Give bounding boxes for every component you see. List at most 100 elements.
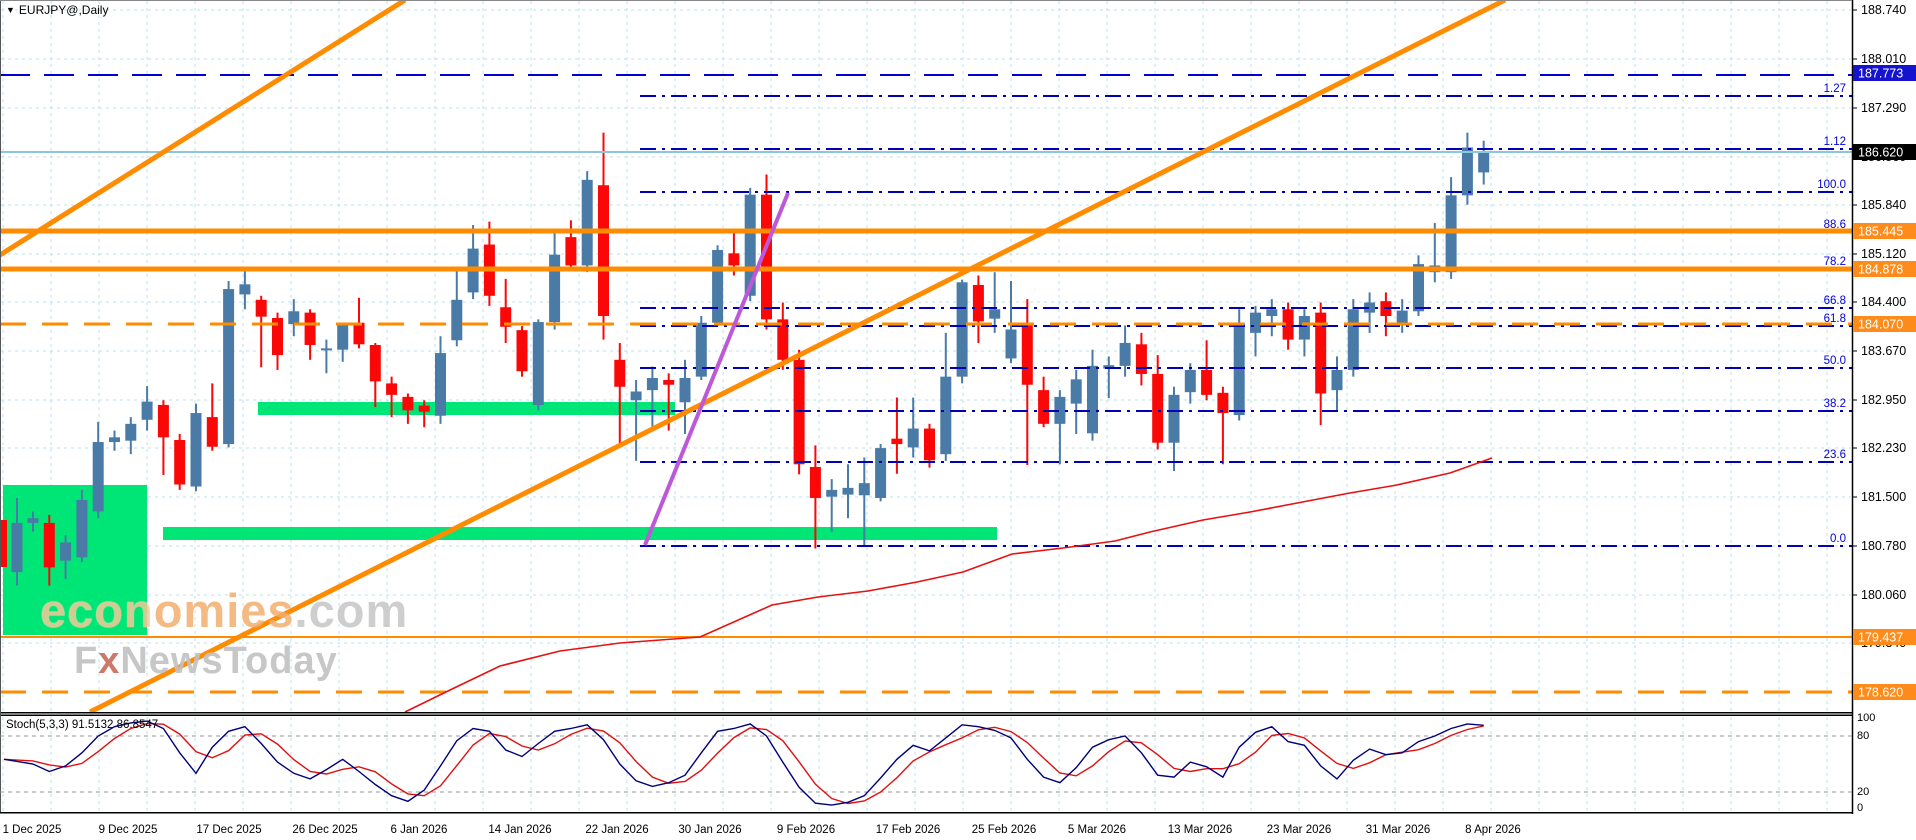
candle-bull	[826, 489, 838, 497]
candle-bull	[60, 542, 72, 561]
date-axis: 1 Dec 2025 9 Dec 2025 17 Dec 2025 26 Dec 20…	[3, 824, 1521, 836]
candle-bull	[744, 194, 756, 296]
stoch-plot-area[interactable]	[0, 716, 1852, 812]
candle-bull	[581, 179, 593, 266]
watermark-rest: NewsToday	[120, 640, 338, 682]
candle-bull	[1250, 312, 1261, 333]
stoch-indicator-label: Stoch(5,3,3) 91.5132 86.8547	[6, 719, 159, 731]
candle-bull	[1461, 147, 1473, 196]
price-tick-label: 180.780	[1861, 539, 1906, 553]
date-tick-label: 8 Apr 2026	[1465, 824, 1521, 836]
date-tick-label: 17 Feb 2026	[876, 824, 941, 836]
price-badge-label: 184.878	[1858, 263, 1903, 277]
candle-bear	[809, 466, 821, 498]
price-tick-label: 184.400	[1861, 295, 1906, 309]
candle-bear	[402, 396, 414, 411]
price-badge	[1853, 261, 1916, 277]
green-zones	[3, 402, 997, 635]
trend-line[interactable]	[0, 0, 407, 258]
candle-bear	[1135, 344, 1147, 374]
candle-bull	[1184, 369, 1196, 393]
candle-bull	[1364, 302, 1376, 313]
date-tick-label: 17 Dec 2025	[196, 824, 261, 836]
fib-label: 66.8	[1824, 295, 1846, 307]
candle-bear	[1201, 369, 1213, 395]
candle-bull	[858, 483, 870, 496]
price-badge	[1853, 65, 1916, 81]
candle-bear	[1315, 312, 1327, 394]
price-badge	[1853, 684, 1916, 700]
candle-bull	[712, 249, 724, 323]
stoch-scale-label: 0	[1857, 802, 1863, 814]
candle-bull	[223, 289, 235, 445]
stoch-scale: 100 80 20 0	[1857, 712, 1875, 814]
candle-bull	[679, 378, 691, 403]
stoch-scale-label: 20	[1857, 786, 1869, 798]
price-badge-label: 185.445	[1858, 225, 1903, 239]
symbol-title: ▼ EURJPY@,Daily	[6, 3, 108, 17]
watermark-f: F	[74, 640, 99, 682]
candle-bull	[320, 348, 332, 351]
stoch-panel[interactable]	[0, 720, 1852, 806]
candle-bear	[206, 417, 218, 447]
candle-bull	[92, 442, 104, 512]
date-tick-label: 13 Mar 2026	[1168, 824, 1233, 836]
support-zone	[3, 485, 147, 635]
candle-bull	[1413, 264, 1424, 312]
candle-bull	[76, 499, 88, 558]
candle-bull	[1266, 309, 1278, 316]
date-tick-label: 31 Mar 2026	[1366, 824, 1431, 836]
candle-bull	[630, 391, 642, 401]
support-zone	[258, 402, 675, 415]
price-tick-label: 181.500	[1861, 490, 1906, 504]
price-tick-label: 187.290	[1861, 101, 1906, 115]
price-tick-label: 180.060	[1861, 588, 1906, 602]
candle-bear	[1282, 309, 1294, 340]
date-tick-label: 9 Feb 2026	[777, 824, 835, 836]
price-badge	[1853, 316, 1916, 332]
candle-bear	[598, 185, 609, 316]
price-tick-label: 188.740	[1861, 3, 1906, 17]
candle-bull	[1103, 365, 1115, 369]
candle-bull	[451, 299, 463, 341]
candle-bull	[875, 448, 887, 498]
fib-label: 0.0	[1830, 533, 1846, 545]
candles-layer[interactable]	[0, 132, 1490, 586]
candle-bear	[43, 522, 55, 568]
symbol-dropdown-icon[interactable]: ▼	[6, 5, 15, 15]
candle-bull	[1070, 379, 1082, 404]
candle-bear	[157, 404, 169, 438]
price-badge-label: 178.620	[1858, 686, 1903, 700]
candle-bull	[989, 309, 1001, 319]
watermark-x: x	[98, 640, 121, 682]
date-tick-label: 25 Feb 2026	[972, 824, 1037, 836]
price-tick-label: 185.840	[1861, 198, 1906, 212]
candle-bear	[565, 237, 577, 266]
date-tick-label: 9 Dec 2025	[99, 824, 158, 836]
fib-label: 100.0	[1817, 179, 1846, 191]
impulse-line[interactable]	[643, 192, 790, 546]
candle-bear	[614, 359, 626, 387]
candle-bull	[288, 311, 300, 325]
fib-label: 78.2	[1824, 256, 1846, 268]
candle-bear	[663, 380, 675, 385]
price-tick-label: 185.120	[1861, 247, 1906, 261]
watermark-fxnewstoday: FxNewsToday	[74, 640, 338, 683]
candle-bear	[777, 319, 789, 360]
candle-bull	[190, 413, 202, 487]
candle-bull	[1087, 365, 1098, 434]
candle-bull	[337, 324, 349, 350]
candle-bear	[386, 383, 398, 395]
price-tick-label: 182.230	[1861, 441, 1906, 455]
moving-average[interactable]	[404, 457, 1493, 712]
candle-bull	[549, 254, 561, 323]
fib-label: 61.8	[1824, 313, 1846, 325]
trend-line[interactable]	[88, 0, 1507, 712]
fib-label: 1.27	[1824, 83, 1846, 95]
ma-line	[404, 457, 1493, 712]
date-tick-label: 23 Mar 2026	[1267, 824, 1332, 836]
candle-bear	[174, 440, 186, 485]
candle-bull	[11, 522, 23, 573]
candle-bull	[125, 423, 137, 441]
candle-bull	[695, 322, 707, 377]
